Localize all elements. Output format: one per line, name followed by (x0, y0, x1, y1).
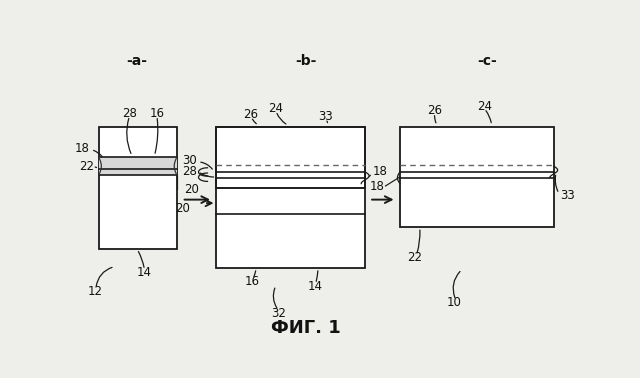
Text: 12: 12 (88, 285, 102, 298)
Bar (216, 127, 365, 188)
Text: 33: 33 (560, 189, 575, 202)
Text: 24: 24 (477, 100, 492, 113)
Bar (99, 157, 177, 175)
Text: 28: 28 (122, 107, 137, 120)
Text: 18: 18 (369, 180, 384, 193)
Text: 22: 22 (79, 160, 94, 173)
Text: 22: 22 (407, 251, 422, 264)
Text: 20: 20 (184, 183, 199, 196)
Bar (99, 127, 177, 249)
Text: 16: 16 (245, 275, 260, 288)
Text: 10: 10 (447, 296, 462, 310)
Text: 20: 20 (175, 202, 190, 215)
Bar (400, 127, 554, 227)
Text: 14: 14 (308, 280, 323, 293)
Text: 14: 14 (137, 266, 152, 279)
Text: -b-: -b- (295, 54, 316, 68)
Text: 18: 18 (372, 166, 387, 178)
Text: -a-: -a- (127, 54, 148, 68)
Text: 18: 18 (75, 142, 90, 155)
Text: 32: 32 (271, 307, 286, 320)
Text: 26: 26 (427, 104, 442, 117)
Text: 16: 16 (149, 107, 164, 120)
Text: 24: 24 (268, 102, 284, 115)
Text: -c-: -c- (477, 54, 497, 68)
Text: 33: 33 (318, 110, 333, 123)
Text: 28: 28 (182, 164, 196, 178)
Text: 30: 30 (182, 154, 196, 167)
Bar (216, 127, 365, 268)
Text: ФИГ. 1: ФИГ. 1 (271, 319, 340, 337)
Text: 26: 26 (244, 108, 259, 121)
